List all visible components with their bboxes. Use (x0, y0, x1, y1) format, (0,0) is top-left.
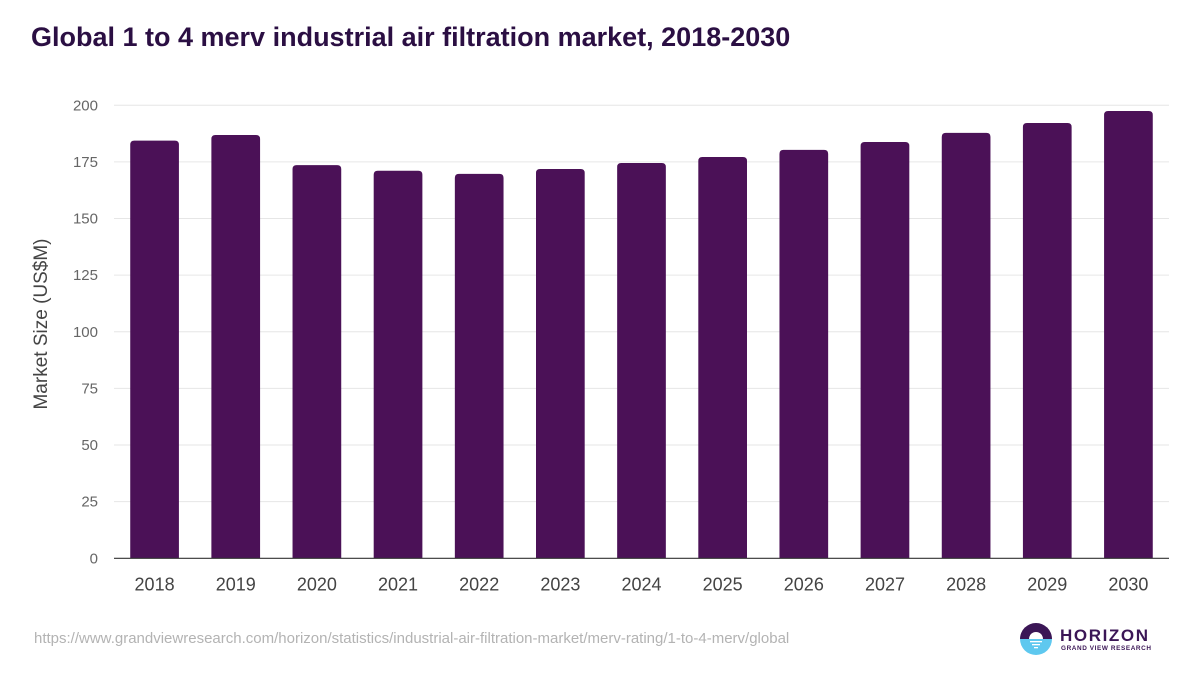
bar-2018[interactable] (130, 140, 179, 559)
source-url[interactable]: https://www.grandviewresearch.com/horizo… (34, 630, 790, 647)
x-tick-label: 2019 (216, 574, 256, 594)
bar-2024[interactable] (617, 163, 666, 559)
x-tick-label: 2024 (621, 574, 661, 594)
horizon-logo-icon (1020, 623, 1052, 655)
y-axis-ticks: 0 25 50 75 100 125 150 175 200 (73, 97, 98, 567)
bar-2023[interactable] (536, 168, 585, 559)
x-tick-label: 2025 (703, 574, 743, 594)
x-tick-label: 2023 (540, 574, 580, 594)
y-tick-label: 100 (73, 324, 98, 341)
y-tick-label: 25 (81, 494, 98, 511)
x-axis-ticks: 2018 2019 2020 2021 2022 2023 2024 2025 2026 2027… (135, 574, 1149, 594)
bar-2020[interactable] (292, 165, 342, 559)
bar-2029[interactable] (1022, 122, 1072, 559)
x-tick-label: 2018 (135, 574, 175, 594)
bar-2028[interactable] (941, 132, 991, 559)
bars (130, 110, 1153, 559)
bar-2030[interactable] (1104, 110, 1153, 559)
y-axis-label: Market Size (US$M) (31, 238, 52, 409)
bar-2019[interactable] (211, 134, 261, 559)
bar-2022[interactable] (454, 173, 504, 559)
bar-2021[interactable] (373, 170, 423, 559)
y-tick-label: 50 (81, 437, 98, 454)
y-tick-label: 125 (73, 267, 98, 284)
x-tick-label: 2020 (297, 574, 337, 594)
bar-2025[interactable] (698, 156, 747, 559)
y-tick-label: 150 (73, 211, 98, 228)
logo-subtitle: GRAND VIEW RESEARCH (1061, 645, 1152, 652)
x-tick-label: 2021 (378, 574, 418, 594)
bar-2026[interactable] (779, 149, 829, 559)
x-tick-label: 2028 (946, 574, 986, 594)
bar-2027[interactable] (860, 141, 910, 559)
x-tick-label: 2022 (459, 574, 499, 594)
y-tick-label: 0 (90, 550, 98, 567)
x-tick-label: 2029 (1027, 574, 1067, 594)
y-tick-label: 75 (81, 380, 98, 397)
y-tick-label: 200 (73, 97, 98, 114)
y-tick-label: 175 (73, 154, 98, 171)
x-tick-label: 2027 (865, 574, 905, 594)
x-tick-label: 2030 (1108, 574, 1148, 594)
chart-title: Global 1 to 4 merv industrial air filtra… (31, 22, 791, 52)
logo-wordmark: HORIZON (1060, 626, 1150, 645)
horizon-logo[interactable]: HORIZON GRAND VIEW RESEARCH (1020, 623, 1155, 657)
x-tick-label: 2026 (784, 574, 824, 594)
